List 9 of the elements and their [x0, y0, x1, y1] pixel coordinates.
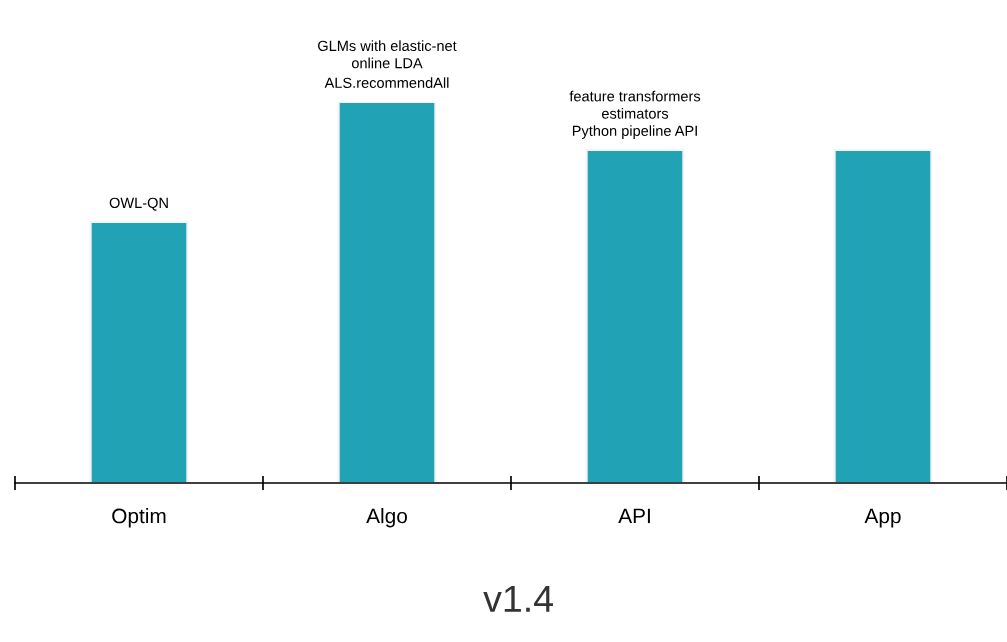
annotation: ALS.recommendAll: [324, 77, 449, 89]
x-tick-label: Optim: [112, 508, 166, 528]
x-tick-label: Algo: [366, 508, 407, 528]
x-tick-label: API: [618, 508, 650, 524]
annotation: feature transformers estimators Python pipeline API: [569, 90, 701, 139]
x-tick-label: App: [864, 508, 901, 528]
annotation: OWL-QN: [109, 197, 168, 211]
annotation: GLMs with elastic-net online LDA: [318, 40, 457, 69]
text: v1.4: [483, 585, 553, 612]
